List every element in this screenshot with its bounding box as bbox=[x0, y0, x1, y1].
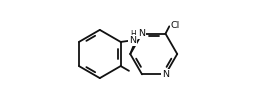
Text: Cl: Cl bbox=[170, 21, 180, 30]
Text: N: N bbox=[129, 36, 136, 45]
Text: N: N bbox=[162, 70, 169, 79]
Text: H: H bbox=[130, 30, 136, 39]
Text: N: N bbox=[139, 29, 146, 38]
